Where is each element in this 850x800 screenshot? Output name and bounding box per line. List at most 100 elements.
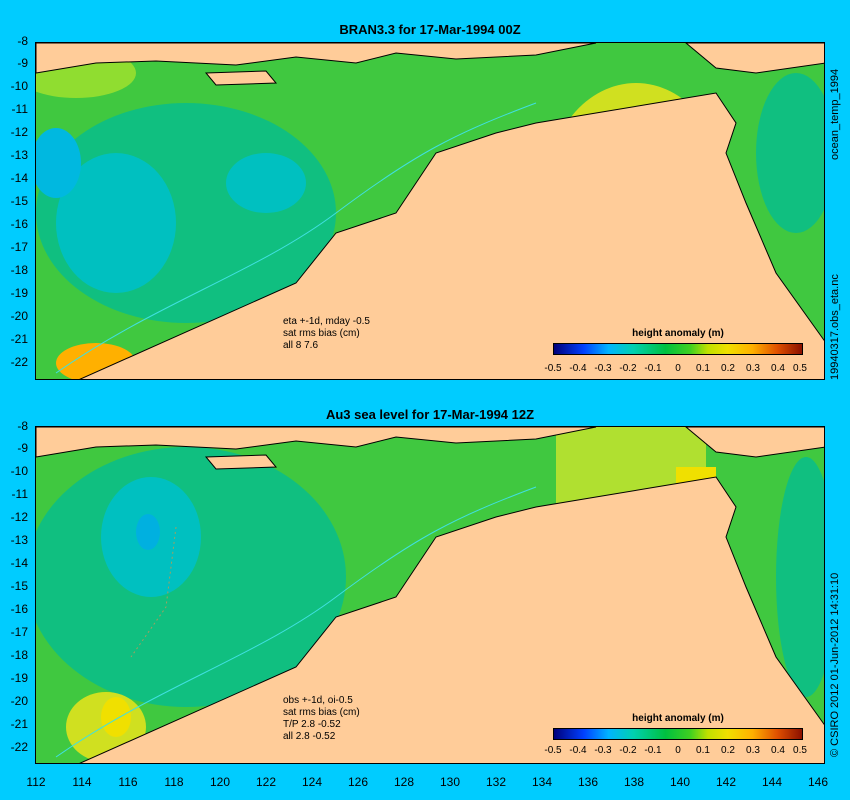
colorbar-tick-label: -0.4 [569,745,587,756]
y-tick-label: -10 [10,79,28,93]
y-tick-label: -11 [11,102,28,116]
x-tick-label: 114 [72,775,92,789]
y-tick-label: -18 [10,263,28,277]
x-tick-label: 134 [531,775,553,789]
y-tick-label: -20 [10,309,28,323]
x-tick-label: 112 [26,775,46,789]
anomaly-east [776,457,824,697]
colorbar-tick-label: 0 [675,745,681,756]
y-tick-label: -16 [10,217,28,231]
y-tick-label: -12 [10,510,28,524]
top-map-title: BRAN3.3 for 17-Mar-1994 00Z [339,22,521,37]
colorbar-tick-label: 0.3 [746,363,760,374]
top-colorbar [553,343,803,355]
new-guinea [685,43,824,74]
colorbar-tick-label: -0.1 [644,363,662,374]
y-tick-label: -13 [10,533,28,547]
colorbar-tick-label: 0.1 [696,745,710,756]
indonesia-islands [36,427,597,458]
bottom-map-title: Au3 sea level for 17-Mar-1994 12Z [325,407,535,422]
anomaly-low-core [56,153,176,293]
top-map-svg [36,43,824,379]
bottom-colorbar [553,728,803,740]
y-tick-label: -14 [10,556,28,570]
isobath-line [55,486,537,758]
colorbar-tick-label: 0.5 [793,363,807,374]
y-tick-label: -9 [17,56,28,70]
australia-landmass [79,92,824,379]
top-side-label-top: ocean_temp_1994 [829,68,841,160]
top-annotations: eta +-1d, mday -0.5 sat rms bias (cm) al… [283,316,370,352]
bottom-map-panel [35,426,825,764]
y-tick-label: -21 [10,332,28,346]
colorbar-tick-label: 0.4 [771,363,785,374]
top-colorbar-title: height anomaly (m) [632,328,724,339]
x-tick-label: 128 [393,775,415,789]
anomaly-min [136,514,160,550]
island-timor [204,70,278,86]
island-timor [204,454,278,470]
x-tick-label: 138 [623,775,645,789]
top-side-label-bottom: 19940317.obs_eta.nc [829,274,841,380]
colorbar-tick-label: 0.3 [746,745,760,756]
colorbar-tick-label: -0.2 [619,745,637,756]
y-tick-label: -17 [10,625,28,639]
colorbar-tick-label: 0.1 [696,363,710,374]
y-tick-label: -19 [10,286,28,300]
australia-landmass [79,476,824,763]
colorbar-tick-label: -0.5 [544,745,562,756]
anomaly-east [756,73,824,233]
annotation-line: all 8 7.6 [283,340,319,351]
x-tick-label: 146 [807,775,829,789]
annotation-line: all 2.8 -0.52 [283,731,336,742]
annotation-line: sat rms bias (cm) [283,328,360,339]
annotation-line: T/P 2.8 -0.52 [283,719,341,730]
bottom-map-svg [36,427,824,763]
y-tick-label: -16 [10,602,28,616]
x-tick-label: 132 [485,775,507,789]
y-tick-label: -17 [10,240,28,254]
top-map-panel [35,42,825,380]
y-tick-label: -8 [17,419,28,433]
annotation-line: obs +-1d, oi-0.5 [283,695,353,706]
y-tick-label: -10 [10,464,28,478]
anomaly-low-2 [226,153,306,213]
y-tick-label: -15 [10,579,28,593]
y-tick-label: -14 [10,171,28,185]
isobath-line [55,102,537,374]
anomaly-min [36,128,81,198]
x-tick-label: 124 [301,775,323,789]
y-tick-label: -11 [11,487,28,501]
y-tick-label: -12 [10,125,28,139]
x-tick-label: 136 [577,775,599,789]
x-tick-label: 142 [715,775,737,789]
y-tick-label: -15 [10,194,28,208]
x-tick-label: 126 [347,775,369,789]
y-tick-label: -9 [17,441,28,455]
colorbar-tick-label: 0.5 [793,745,807,756]
anomaly-high-core [101,697,131,737]
indonesia-islands [36,43,597,74]
y-tick-label: -21 [10,717,28,731]
y-tick-label: -13 [10,148,28,162]
new-guinea [685,427,824,458]
y-tick-label: -19 [10,671,28,685]
colorbar-tick-label: 0.2 [721,363,735,374]
satellite-track [130,526,177,658]
annotation-line: eta +-1d, mday -0.5 [283,316,370,327]
y-tick-label: -8 [17,34,28,48]
x-tick-label: 118 [164,775,184,789]
x-tick-label: 130 [439,775,461,789]
y-tick-label: -22 [10,740,28,754]
colorbar-tick-label: -0.4 [569,363,587,374]
x-tick-label: 140 [669,775,691,789]
bottom-colorbar-title: height anomaly (m) [632,713,724,724]
colorbar-tick-label: -0.2 [619,363,637,374]
y-tick-label: -22 [10,355,28,369]
colorbar-tick-label: -0.3 [594,745,612,756]
x-tick-label: 120 [209,775,231,789]
colorbar-tick-label: -0.3 [594,363,612,374]
colorbar-tick-label: 0.2 [721,745,735,756]
colorbar-tick-label: 0 [675,363,681,374]
y-tick-label: -18 [10,648,28,662]
